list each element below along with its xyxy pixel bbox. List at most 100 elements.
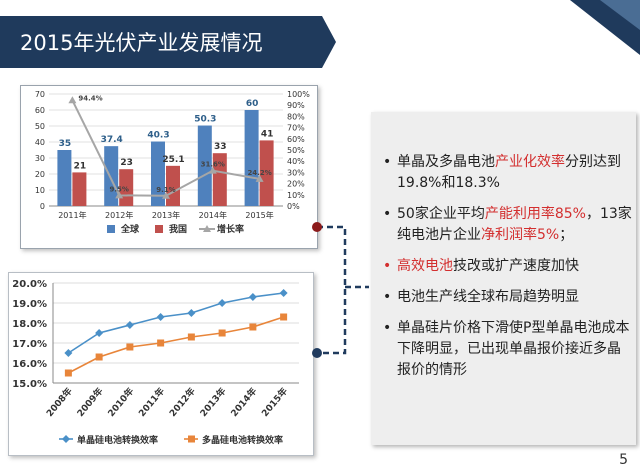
legend-marker [62, 435, 70, 443]
x-tick-label: 2009年 [74, 385, 105, 419]
finding-item: 电池生产线全球布局趋势明显 [381, 287, 633, 308]
y-tick-label: 18.0% [12, 319, 47, 330]
x-tick-label: 2013年 [197, 385, 228, 419]
legend-marker [188, 435, 195, 443]
series-marker [125, 321, 134, 329]
bar [72, 172, 87, 206]
finding-item: 高效电池技改或扩产速度加快 [381, 256, 633, 277]
bar [197, 125, 212, 206]
legend-marker [203, 225, 211, 232]
y-tick-label: 15.0% [12, 379, 47, 390]
data-label: 41 [261, 129, 274, 139]
finding-text: 电池生产线全球布局趋势明显 [397, 289, 579, 305]
bar [259, 140, 274, 206]
x-tick-label: 2014年 [199, 210, 227, 220]
data-label: 50.3 [194, 115, 216, 125]
slide-title: 2015年光伏产业发展情况 [20, 31, 263, 55]
highlight-text: 高效电池 [397, 258, 453, 274]
efficiency-line-chart-svg: 15.0% 16.0% 17.0% 18.0% 19.0% 20.0% 2008年 2009年… [12, 279, 299, 446]
x-tick-label: 2015年 [245, 210, 273, 220]
growth-marker [208, 166, 217, 174]
connector-dot-top [312, 222, 322, 232]
legend-label: 单晶硅电池转换效率 [77, 434, 158, 446]
legend-label: 我国 [169, 223, 187, 235]
series-marker [126, 343, 134, 351]
series-marker [187, 333, 195, 341]
x-tick-label: 2012年 [105, 210, 133, 220]
growth-marker [162, 191, 170, 199]
data-label: 25.1 [162, 155, 184, 165]
page-number: 5 [619, 452, 628, 468]
y-tick-label: 0 [40, 202, 45, 211]
corner-triangle-decoration [570, 0, 640, 55]
growth-label: 9.5% [109, 185, 128, 193]
finding-text: 50家企业平均 [397, 206, 485, 222]
data-label: 23 [120, 158, 133, 168]
y-tick-label: 19.0% [12, 299, 47, 310]
findings-panel: 单晶及多晶电池产业化效率分别达到19.8%和18.3% 50家企业平均产能利用率8… [371, 112, 636, 445]
legend-swatch [155, 225, 163, 233]
connector-dot-bottom [312, 348, 322, 358]
x-tick-label: 2013年 [152, 210, 180, 220]
x-tick-label: 2010年 [105, 385, 136, 419]
data-label: 21 [74, 161, 87, 171]
finding-text: 单晶硅片价格下滑使P型单晶电池成本下降明显，已出现单晶报价接近多晶报价的情形 [397, 320, 630, 378]
finding-text: 技改或扩产速度加快 [453, 258, 579, 274]
bar [119, 169, 134, 206]
data-label: 60 [246, 99, 259, 109]
growth-marker [68, 96, 77, 104]
growth-label: 94.4% [78, 94, 102, 102]
highlight-text: 产业化效率 [495, 154, 565, 170]
y2-tick-label: 90% [287, 101, 305, 110]
legend-label: 全球 [120, 223, 140, 235]
legend-swatch [107, 225, 115, 233]
x-tick-label: 2011年 [58, 210, 86, 220]
highlight-text: 净利润率5% [481, 227, 560, 243]
y2-tick-label: 50% [287, 146, 305, 155]
y-tick-label: 30 [35, 154, 45, 163]
series-line [68, 316, 284, 374]
finding-text: ； [559, 227, 574, 243]
legend-label: 增长率 [217, 223, 244, 235]
y2-tick-label: 70% [287, 124, 305, 133]
finding-item: 单晶硅片价格下滑使P型单晶电池成本下降明显，已出现单晶报价接近多晶报价的情形 [381, 318, 633, 381]
finding-text: ，13家纯电池片企业 [397, 206, 632, 243]
efficiency-line-chart: 15.0% 16.0% 17.0% 18.0% 19.0% 20.0% 2008年 2009年… [8, 272, 314, 456]
growth-label: 24.2% [247, 169, 271, 177]
bar [57, 150, 72, 206]
finding-item: 50家企业平均产能利用率85%，13家纯电池片企业净利润率5%； [381, 204, 633, 246]
y-tick-label: 40 [35, 138, 45, 147]
capacity-bar-chart-svg: 0 10 20 30 40 50 60 70 0% 10% 20% 30% 40% 50% 60% 70% 80… [35, 90, 310, 235]
series-marker [187, 309, 196, 317]
series-line [67, 292, 284, 354]
x-tick-label: 2008年 [44, 385, 75, 419]
data-label: 33 [214, 142, 227, 152]
growth-marker [115, 191, 124, 199]
y-tick-label: 60 [35, 106, 45, 115]
series-marker [95, 329, 104, 337]
series-marker [218, 299, 227, 307]
x-tick-label: 2015年 [259, 385, 290, 419]
y-tick-label: 50 [35, 122, 45, 131]
series-marker [64, 349, 73, 357]
x-tick-label: 2011年 [136, 385, 167, 419]
finding-text: 单晶及多晶电池 [397, 154, 495, 170]
data-label: 37.4 [101, 135, 123, 145]
bar [212, 153, 227, 206]
title-banner: 2015年光伏产业发展情况 [0, 16, 336, 68]
x-tick-label: 2014年 [228, 385, 259, 419]
y-tick-label: 16.0% [12, 359, 47, 370]
growth-marker [255, 174, 264, 182]
legend-label: 多晶硅电池转换效率 [202, 434, 283, 446]
bar [151, 141, 165, 206]
data-label: 40.3 [147, 131, 169, 141]
finding-item: 单晶及多晶电池产业化效率分别达到19.8%和18.3% [381, 152, 633, 194]
bar [244, 110, 259, 206]
series-marker [95, 353, 103, 361]
bar [104, 146, 119, 206]
series-marker [64, 369, 72, 377]
y-tick-label: 20 [35, 170, 45, 179]
data-label: 35 [59, 139, 72, 149]
series-marker [218, 329, 226, 337]
dashed-connector [312, 222, 369, 358]
